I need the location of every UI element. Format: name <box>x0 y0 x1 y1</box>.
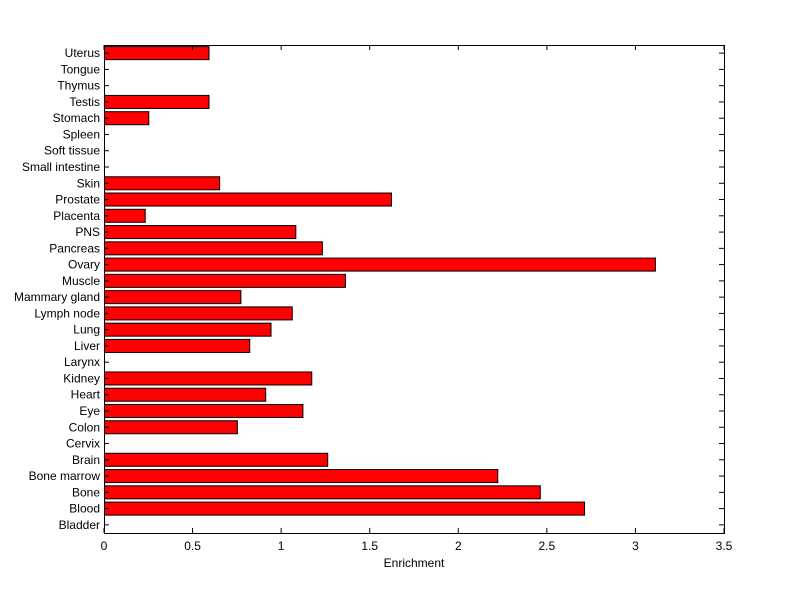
bar-kidney <box>104 371 313 386</box>
y-tick-label: Bone marrow <box>29 469 101 483</box>
y-tick-label: Thymus <box>57 79 100 93</box>
y-tick-label: Soft tissue <box>44 144 100 158</box>
y-tick-label: Kidney <box>63 371 100 385</box>
plot-frame <box>104 45 725 534</box>
y-tick-label: Spleen <box>63 127 100 141</box>
x-axis-label: Enrichment <box>384 556 445 570</box>
bar-eye <box>104 403 304 419</box>
bar-pns <box>104 225 297 240</box>
bar-stomach <box>104 111 150 126</box>
y-tick-label: Bladder <box>59 518 100 532</box>
x-tick-labels: 0 0.5 1 1.5 2 2.5 3 3.5 <box>101 539 733 553</box>
bar-bone <box>104 485 541 500</box>
bar-heart <box>104 387 267 402</box>
bar-bone-marrow <box>104 469 499 484</box>
bar-mammary-gland <box>104 290 242 305</box>
y-tick-label: Eye <box>79 404 100 418</box>
bar-colon <box>104 420 238 435</box>
y-tick-label: Ovary <box>68 258 100 272</box>
bar-blood <box>104 501 586 516</box>
bar-skin <box>104 176 221 191</box>
y-tick-label: Muscle <box>62 274 100 288</box>
x-tick-label: 3 <box>632 539 639 553</box>
x-tick-label: 0.5 <box>184 539 201 553</box>
y-tick-label: Mammary gland <box>14 290 100 304</box>
y-tick-labels: Bladder Blood Bone Bone marrow Brain Cervix Co… <box>14 46 101 532</box>
y-tick-label: Lung <box>73 323 100 337</box>
y-tick-label: Pancreas <box>49 241 100 255</box>
x-tick-label: 2 <box>455 539 462 553</box>
bars-group <box>104 46 656 516</box>
bar-muscle <box>104 273 346 288</box>
y-tick-label: Tongue <box>61 62 101 76</box>
bar-pancreas <box>104 241 323 256</box>
bar-ovary <box>104 257 656 272</box>
y-tick-label: Stomach <box>53 111 100 125</box>
x-tick-label: 2.5 <box>539 539 556 553</box>
bar-brain <box>104 452 329 467</box>
x-tick-label: 1 <box>278 539 285 553</box>
x-tick-label: 3.5 <box>716 539 733 553</box>
x-tick-label: 1.5 <box>361 539 378 553</box>
y-tick-label: Heart <box>71 388 101 402</box>
y-tick-label: Liver <box>74 339 100 353</box>
bar-lymph-node <box>104 306 293 321</box>
y-tick-label: Cervix <box>66 437 100 451</box>
bar-uterus <box>104 46 210 61</box>
y-tick-label: Placenta <box>53 209 100 223</box>
y-tick-label: Small intestine <box>22 160 100 174</box>
y-tick-label: Testis <box>69 95 100 109</box>
bar-lung <box>104 322 272 337</box>
y-tick-label: PNS <box>75 225 100 239</box>
bar-prostate <box>104 192 392 207</box>
x-tick-label: 0 <box>101 539 108 553</box>
y-tick-label: Colon <box>69 420 100 434</box>
bar-testis <box>104 94 210 109</box>
y-tick-label: Lymph node <box>34 306 100 320</box>
y-tick-label: Blood <box>69 502 100 516</box>
bar-placenta <box>104 208 146 223</box>
y-tick-label: Larynx <box>64 355 100 369</box>
y-tick-label: Prostate <box>55 193 100 207</box>
y-tick-label: Brain <box>72 453 100 467</box>
y-tick-label: Bone <box>72 485 100 499</box>
bar-liver <box>104 338 251 353</box>
y-tick-label: Skin <box>77 176 100 190</box>
y-tick-label: Uterus <box>65 46 100 60</box>
